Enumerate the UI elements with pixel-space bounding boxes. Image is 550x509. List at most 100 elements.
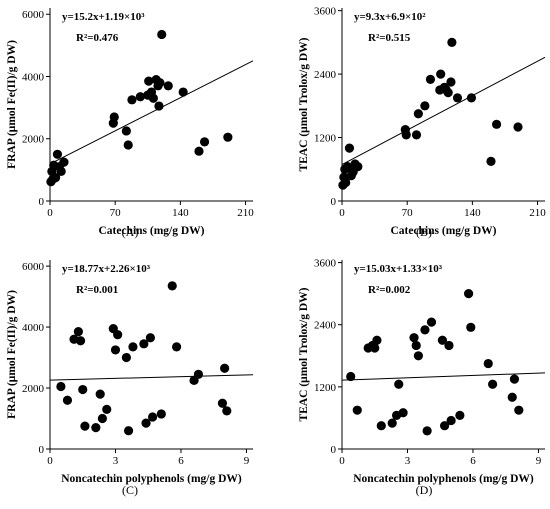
x-tick-label: 9 xyxy=(244,455,250,467)
y-axis-title: FRAP (μmol Fe(II)/g DW) xyxy=(6,40,18,169)
data-point xyxy=(513,122,523,132)
regression-line xyxy=(49,60,254,165)
r-squared-label: R²=0.001 xyxy=(76,284,118,296)
data-point xyxy=(141,418,151,428)
y-axis-title: FRAP (μmol Fe(II)/g DW) xyxy=(6,290,18,419)
data-point xyxy=(372,335,382,345)
x-tick-label: 210 xyxy=(237,207,254,219)
data-point xyxy=(464,289,474,299)
x-axis-title: Noncatechin polyphenols (mg/g DW) xyxy=(61,473,242,485)
data-point xyxy=(486,156,496,166)
data-point xyxy=(128,342,138,352)
data-point xyxy=(222,406,232,416)
regression-equation: y=9.3x+6.9×10² xyxy=(354,11,426,23)
data-point xyxy=(455,410,465,420)
y-tick-label: 1200 xyxy=(314,133,337,145)
data-point xyxy=(62,395,73,405)
panel-label: (D) xyxy=(416,483,433,497)
data-point xyxy=(370,343,380,353)
x-tick-label: 3 xyxy=(113,455,119,467)
y-tick-label: 0 xyxy=(331,196,337,208)
data-point xyxy=(121,352,131,363)
r-squared-label: R²=0.002 xyxy=(368,284,411,296)
data-point xyxy=(411,340,421,351)
regression-line xyxy=(341,372,546,381)
data-point xyxy=(346,371,356,382)
data-point xyxy=(446,77,456,87)
data-point xyxy=(420,325,430,335)
data-point xyxy=(398,408,408,418)
data-point xyxy=(491,119,502,129)
x-tick-label: 0 xyxy=(47,207,53,219)
r-squared-label: R²=0.515 xyxy=(368,32,411,44)
data-point xyxy=(401,130,411,140)
data-point xyxy=(220,363,230,373)
data-point xyxy=(411,130,422,140)
y-tick-label: 2000 xyxy=(22,134,45,146)
panel-label: (A) xyxy=(122,225,139,239)
scatter-panel: 0 3 6 9 0 1200 2400 3600 Noncatechin polyphenols… xyxy=(298,258,546,497)
x-tick-label: 140 xyxy=(464,207,481,219)
data-point xyxy=(443,88,453,98)
r-squared-label: R²=0.476 xyxy=(76,32,119,44)
data-point xyxy=(97,413,107,424)
data-point xyxy=(80,421,90,431)
data-point xyxy=(425,74,436,84)
data-point xyxy=(514,405,524,415)
data-point xyxy=(147,412,158,422)
data-point xyxy=(121,126,131,136)
data-point xyxy=(113,330,123,340)
data-point xyxy=(353,162,363,172)
x-tick-label: 0 xyxy=(339,455,345,467)
data-point xyxy=(452,93,463,103)
y-tick-label: 6000 xyxy=(22,261,45,273)
data-point xyxy=(167,281,177,291)
data-point xyxy=(163,81,173,91)
data-point xyxy=(223,132,233,142)
data-point xyxy=(52,149,63,159)
y-tick-label: 0 xyxy=(331,444,337,456)
regression-line xyxy=(341,56,546,165)
y-tick-label: 6000 xyxy=(22,9,45,21)
y-tick-label: 0 xyxy=(39,444,45,456)
x-tick-label: 0 xyxy=(339,207,345,219)
x-tick-label: 210 xyxy=(529,207,546,219)
y-axis-title: TEAC (μmol Trolox/g DW) xyxy=(298,37,310,171)
data-point xyxy=(91,423,101,433)
data-point xyxy=(409,333,419,343)
y-tick-label: 4000 xyxy=(22,71,45,83)
y-tick-label: 2400 xyxy=(314,69,337,81)
data-point xyxy=(394,379,404,389)
data-point xyxy=(145,333,156,343)
y-tick-label: 1200 xyxy=(314,382,337,394)
scatter-panel: 0 3 6 9 0 2000 4000 6000 Noncatechin polyphenols… xyxy=(6,260,254,497)
data-point xyxy=(109,112,119,122)
data-point xyxy=(483,358,493,369)
data-point xyxy=(444,340,454,351)
data-point xyxy=(75,336,86,346)
data-point xyxy=(123,426,134,436)
data-point xyxy=(178,87,188,97)
x-tick-label: 6 xyxy=(470,455,476,467)
data-point xyxy=(59,157,69,167)
panel-label: (C) xyxy=(122,483,138,497)
data-point xyxy=(199,137,210,147)
regression-equation: y=15.2x+1.19×10³ xyxy=(62,11,145,23)
data-point xyxy=(426,317,437,327)
scatter-panel: 0 70 140 210 0 2000 4000 6000 Catechins (mg/g DW… xyxy=(6,8,254,239)
data-point xyxy=(194,146,204,156)
y-tick-label: 3600 xyxy=(314,6,337,18)
data-point xyxy=(344,143,355,153)
data-point xyxy=(156,409,166,419)
data-point xyxy=(135,92,145,102)
regression-equation: y=15.03x+1.33×10³ xyxy=(354,263,443,275)
data-point xyxy=(56,166,66,177)
data-point xyxy=(422,426,432,436)
data-point xyxy=(387,418,397,428)
panel-label: (B) xyxy=(416,225,432,239)
x-axis-title: Noncatechin polyphenols (mg/g DW) xyxy=(353,473,534,485)
regression-line xyxy=(49,374,254,381)
scatter-panel: 0 70 140 210 0 1200 2400 3600 Catechins (mg/g DW… xyxy=(298,6,546,239)
y-axis-title: TEAC (μmol Trolox/g DW) xyxy=(298,287,310,421)
